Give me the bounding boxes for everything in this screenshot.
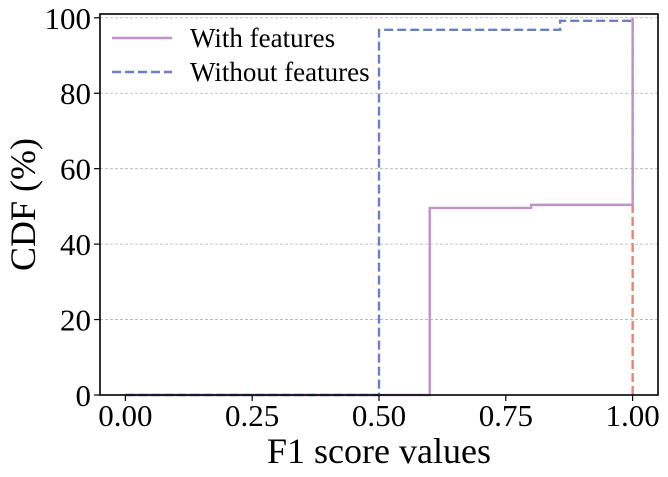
legend-label-1: With features	[190, 23, 335, 53]
y-tick-label: 40	[60, 227, 91, 262]
x-tick-label: 0.75	[479, 398, 533, 433]
x-tick-label: 1.00	[606, 398, 660, 433]
legend: With features Without features	[112, 23, 370, 87]
y-tick-label: 60	[60, 152, 91, 187]
x-tick-label: 0.25	[225, 398, 279, 433]
y-tick-label: 80	[60, 76, 91, 111]
axis-ticks: 0.00 0.25 0.50 0.75 1.00 0 20 40 60 80 100	[45, 1, 660, 433]
x-tick-label: 0.50	[352, 398, 406, 433]
grid-lines	[100, 17, 658, 320]
x-axis-title: F1 score values	[267, 431, 491, 471]
x-tick-label: 0.00	[98, 398, 152, 433]
legend-label-2: Without features	[190, 57, 370, 87]
y-tick-label: 20	[60, 303, 91, 338]
y-tick-label: 0	[76, 378, 92, 413]
y-tick-label: 100	[45, 1, 92, 36]
y-axis-title: CDF (%)	[3, 138, 43, 271]
